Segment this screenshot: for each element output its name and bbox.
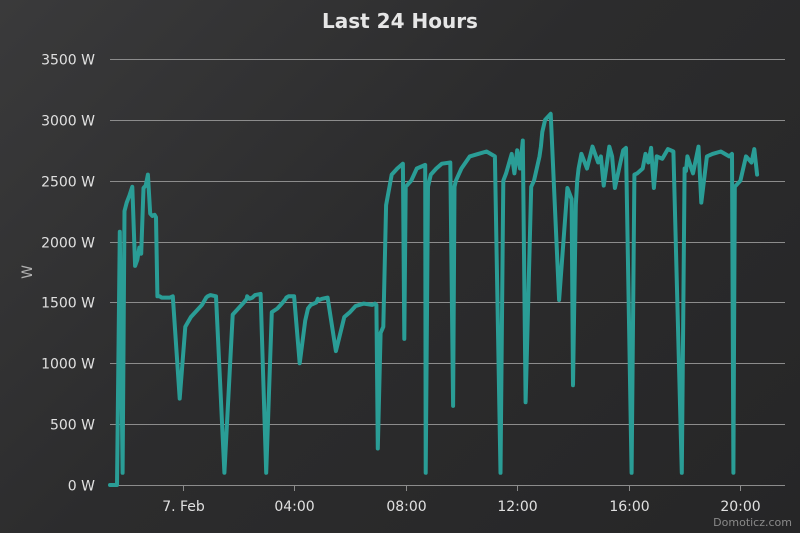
y-axis-label: W [20, 265, 36, 279]
series-line-0[interactable] [108, 111, 760, 487]
chart-title: Last 24 Hours [322, 9, 478, 33]
x-tick-label: 16:00 [609, 499, 649, 515]
credit-text[interactable]: Domoticz.com [713, 516, 792, 529]
y-tick-label: 3000 W [41, 114, 95, 130]
y-tick-label: 2500 W [41, 175, 95, 191]
y-tick-label: 1500 W [41, 296, 95, 312]
y-tick-label: 500 W [50, 418, 95, 434]
y-tick-label: 0 W [68, 479, 95, 495]
y-tick-label: 2000 W [41, 236, 95, 252]
x-tick-label: 04:00 [274, 499, 314, 515]
y-tick-label: 1000 W [41, 357, 95, 373]
x-tick-label: 08:00 [386, 499, 426, 515]
series-layer [108, 111, 760, 487]
x-axis-ticks: 7. Feb 04:00 08:00 12:00 16:00 20:00 [162, 485, 761, 515]
x-tick-label: 20:00 [720, 499, 760, 515]
y-axis-ticks: 0 W 500 W 1000 W 1500 W 2000 W 2500 W 3000 W 35… [41, 53, 95, 495]
y-tick-label: 3500 W [41, 53, 95, 69]
x-tick-label: 7. Feb [162, 499, 205, 515]
x-tick-label: 12:00 [497, 499, 537, 515]
